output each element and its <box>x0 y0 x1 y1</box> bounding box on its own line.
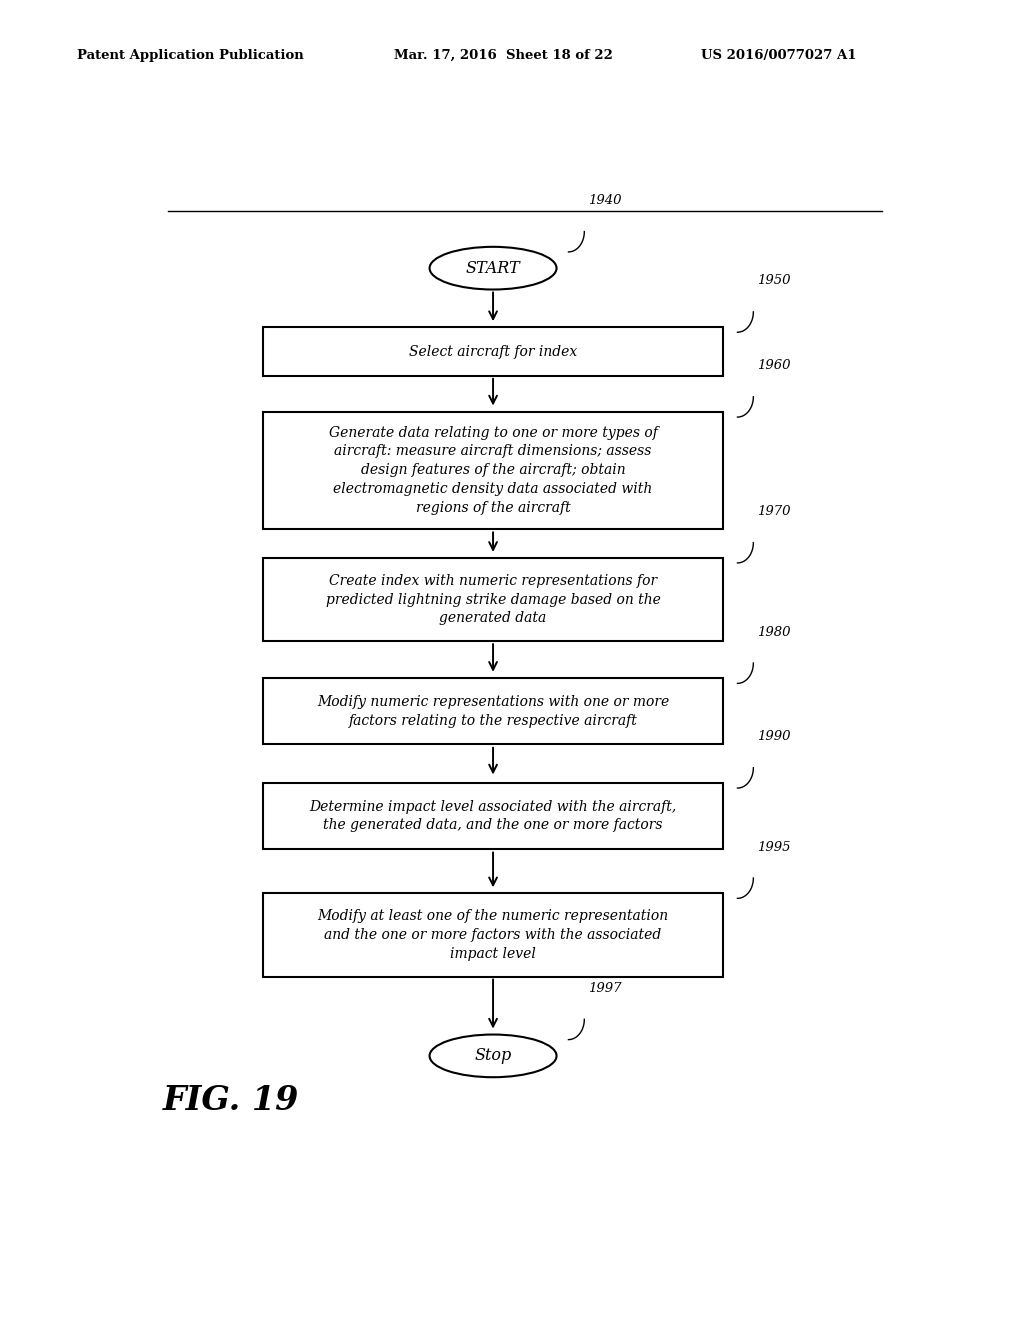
Text: Select aircraft for index: Select aircraft for index <box>409 345 578 359</box>
Text: 1960: 1960 <box>758 359 791 372</box>
Text: 1980: 1980 <box>758 626 791 639</box>
Text: 1990: 1990 <box>758 730 791 743</box>
Text: START: START <box>466 260 520 277</box>
Text: Mar. 17, 2016  Sheet 18 of 22: Mar. 17, 2016 Sheet 18 of 22 <box>394 49 613 62</box>
Text: FIG. 19: FIG. 19 <box>163 1084 299 1117</box>
Text: Patent Application Publication: Patent Application Publication <box>77 49 303 62</box>
Text: US 2016/0077027 A1: US 2016/0077027 A1 <box>701 49 857 62</box>
Text: Stop: Stop <box>474 1047 512 1064</box>
FancyBboxPatch shape <box>263 412 723 529</box>
Text: Modify at least one of the numeric representation
and the one or more factors wi: Modify at least one of the numeric repre… <box>317 909 669 961</box>
Ellipse shape <box>430 247 557 289</box>
Text: Determine impact level associated with the aircraft,
the generated data, and the: Determine impact level associated with t… <box>309 800 677 833</box>
FancyBboxPatch shape <box>263 894 723 977</box>
FancyBboxPatch shape <box>263 783 723 849</box>
Text: 1940: 1940 <box>588 194 622 207</box>
Text: 1950: 1950 <box>758 275 791 288</box>
FancyBboxPatch shape <box>263 327 723 376</box>
Text: Modify numeric representations with one or more
factors relating to the respecti: Modify numeric representations with one … <box>317 694 669 727</box>
Text: Create index with numeric representations for
predicted lightning strike damage : Create index with numeric representation… <box>326 574 660 626</box>
Text: 1995: 1995 <box>758 841 791 854</box>
Text: Generate data relating to one or more types of
aircraft: measure aircraft dimens: Generate data relating to one or more ty… <box>329 425 657 515</box>
FancyBboxPatch shape <box>263 678 723 744</box>
Text: 1997: 1997 <box>588 982 622 995</box>
FancyBboxPatch shape <box>263 558 723 642</box>
Text: 1970: 1970 <box>758 506 791 519</box>
Ellipse shape <box>430 1035 557 1077</box>
